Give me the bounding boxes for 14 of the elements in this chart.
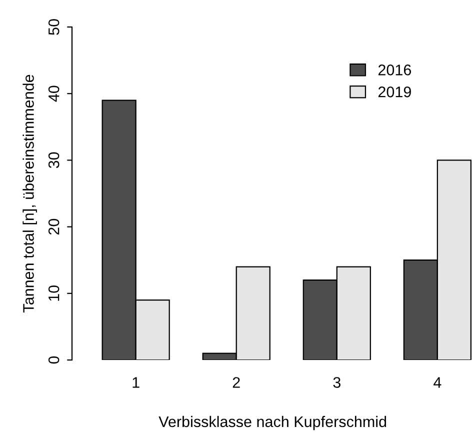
x-axis-title: Verbissklasse nach Kupferschmid xyxy=(158,416,386,430)
legend-label: 2019 xyxy=(378,86,411,98)
y-tick-label: 50 xyxy=(48,19,60,35)
x-tick-label: 2 xyxy=(232,377,240,388)
y-tick-label: 10 xyxy=(48,286,60,301)
y-tick-label: 0 xyxy=(48,356,60,364)
y-tick-label: 30 xyxy=(48,152,60,168)
legend-label: 2016 xyxy=(378,64,412,76)
x-tick-label: 1 xyxy=(132,377,140,388)
y-tick-label: 40 xyxy=(48,86,60,102)
y-axis-title: Tannen total [n], übereinstimmende xyxy=(22,74,37,312)
x-tick-label: 4 xyxy=(434,377,442,388)
x-tick-label: 3 xyxy=(333,377,340,388)
y-tick-label: 20 xyxy=(48,218,60,235)
